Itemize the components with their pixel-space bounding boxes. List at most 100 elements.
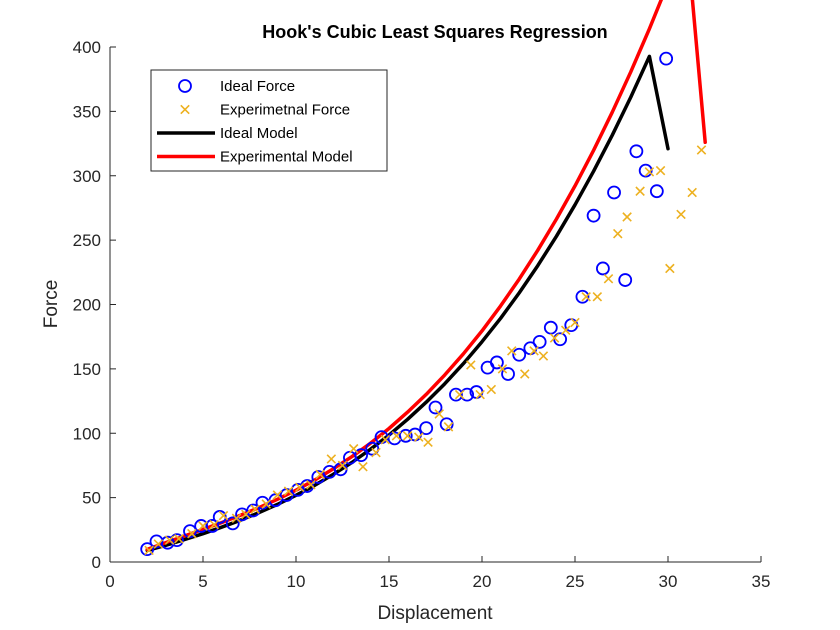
x-marker-stroke [358,461,368,472]
data-point-ideal-force [246,503,261,518]
data-point-experimental-force [423,437,433,448]
x-axis-label: Displacement [377,603,493,624]
x-marker-stroke [174,534,184,544]
data-point-ideal-force [205,519,220,533]
data-point-ideal-force [225,516,240,531]
x-marker-stroke [549,333,560,343]
x-marker-stroke [272,490,283,500]
data-point-experimental-force [520,369,530,379]
x-marker-stroke [315,469,325,480]
x-marker-stroke [696,145,707,155]
data-point-ideal-force [532,334,547,349]
x-tick-label: 10 [287,572,306,591]
x-marker-stroke [560,325,571,336]
x-marker-stroke [164,535,175,545]
data-point-experimental-force [380,434,391,445]
data-point-experimental-force [506,346,517,356]
x-marker-stroke [153,539,164,549]
y-tick-label: 0 [92,553,101,572]
data-point-ideal-force [659,51,674,66]
x-marker-stroke [466,360,476,370]
data-point-experimental-force [454,389,465,400]
data-point-experimental-force [549,333,560,343]
data-point-experimental-force [144,545,154,556]
x-marker-stroke [529,346,539,356]
y-tick-label: 250 [73,231,101,250]
data-point-ideal-force [512,347,527,362]
data-point-experimental-force [261,499,272,509]
y-tick-label: 300 [73,167,101,186]
data-point-experimental-force [529,346,539,356]
data-point-ideal-force [398,428,413,443]
data-point-ideal-force [618,273,633,287]
data-point-experimental-force [218,510,229,521]
data-point-ideal-force [460,387,475,402]
x-marker-stroke [592,292,603,302]
x-tick-label: 5 [198,572,207,591]
x-tick-label: 35 [752,572,771,591]
x-marker-stroke [538,351,549,361]
x-marker-stroke [348,443,359,454]
data-point-experimental-force [687,187,697,198]
data-point-experimental-force [570,317,580,328]
legend-label-ideal-model: Ideal Model [220,125,298,142]
x-marker-stroke [676,209,686,220]
data-point-experimental-force [644,167,655,177]
x-marker-stroke [294,482,305,493]
data-markers [140,51,707,557]
data-point-experimental-force [603,273,614,284]
data-point-experimental-force [475,389,485,400]
data-point-ideal-force [419,421,434,436]
data-point-experimental-force [560,325,571,336]
data-point-experimental-force [198,521,208,531]
data-point-experimental-force [696,145,707,155]
x-marker-stroke [520,369,530,379]
y-tick-label: 350 [73,102,101,121]
x-marker-stroke [506,346,517,356]
chart-title: Hook's Cubic Least Squares Regression [262,22,607,42]
data-point-experimental-force [371,447,381,458]
y-tick-label: 50 [82,489,101,508]
x-marker-stroke [187,528,197,539]
x-marker-stroke [250,504,260,514]
y-tick-label: 150 [73,360,101,379]
data-point-ideal-force [160,535,175,550]
data-point-ideal-force [354,448,369,463]
legend-label-experimental-model: Experimental Model [220,149,353,166]
data-point-experimental-force [294,482,305,493]
data-point-experimental-force [348,443,359,454]
x-tick-label: 25 [566,572,585,591]
y-tick-label: 100 [73,424,101,443]
y-axis-label: Force [41,280,62,329]
data-point-experimental-force [326,454,337,464]
x-marker-stroke [497,364,508,374]
x-tick-label: 20 [473,572,492,591]
x-marker-stroke [423,437,433,448]
x-marker-stroke [209,519,219,530]
x-marker-stroke [283,486,294,496]
data-point-experimental-force [486,384,497,395]
x-marker-stroke [144,545,154,556]
data-point-experimental-force [655,165,666,176]
legend-label-experimetnal-force: Experimetnal Force [220,102,350,119]
x-marker-stroke [180,104,190,115]
x-marker-stroke [644,167,655,177]
data-point-experimental-force [497,364,508,374]
data-point-experimental-force [250,504,260,514]
x-marker-stroke [380,434,391,445]
data-point-ideal-force [629,144,644,159]
x-marker-stroke [622,212,632,222]
data-point-experimental-force [241,509,251,520]
data-point-experimental-force [283,486,294,496]
x-marker-stroke [337,460,348,471]
data-point-experimental-force [592,292,603,302]
data-point-experimental-force [272,490,283,500]
x-marker-stroke [371,447,381,458]
data-point-experimental-force [635,186,645,196]
data-point-experimental-force [174,534,184,544]
x-marker-stroke [326,454,337,464]
data-point-experimental-force [413,432,424,442]
legend-label-ideal-force: Ideal Force [220,78,295,95]
x-marker-stroke [454,389,465,400]
legend: Ideal Force Experimetnal Force Ideal Model… [150,69,388,172]
